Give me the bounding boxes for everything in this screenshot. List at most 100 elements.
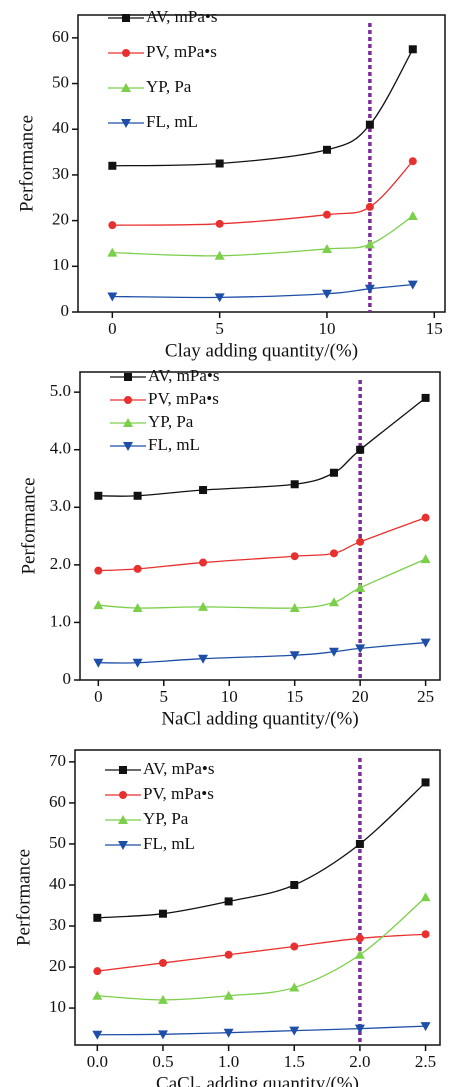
y-tick-label: 50: [49, 833, 66, 852]
y-tick-label: 20: [52, 210, 69, 229]
x-tick-label: 0.0: [87, 1052, 108, 1071]
x-tick-label: 15: [286, 687, 303, 706]
legend-label: PV, mPa•s: [148, 389, 219, 408]
plot-frame: [79, 371, 441, 681]
marker: [132, 658, 143, 668]
marker: [407, 211, 418, 221]
marker: [223, 990, 234, 1000]
legend-label: AV, mPa•s: [148, 366, 219, 385]
x-tick-label: 0: [94, 687, 103, 706]
x-tick-label: 1.0: [218, 1052, 239, 1071]
legend-marker: [118, 815, 128, 824]
series-line: [112, 48, 414, 167]
legend-marker: [124, 373, 132, 381]
marker: [157, 1030, 168, 1040]
marker: [355, 839, 364, 848]
marker: [214, 250, 225, 260]
legend-marker: [123, 418, 133, 427]
marker: [224, 897, 233, 906]
marker: [289, 651, 300, 661]
x-tick-label: 2.0: [349, 1052, 370, 1071]
series-line: [97, 1025, 426, 1036]
marker: [108, 161, 117, 170]
marker: [290, 942, 299, 951]
marker: [289, 603, 300, 613]
marker: [214, 293, 225, 303]
marker: [94, 566, 103, 575]
legend-label: FL, mL: [143, 834, 195, 853]
marker: [289, 982, 300, 992]
series-line: [112, 215, 414, 257]
y-tick-label: 5.0: [50, 381, 71, 400]
marker: [290, 552, 299, 561]
marker: [420, 554, 431, 564]
y-tick-label: 1.0: [50, 611, 71, 630]
series-line: [97, 933, 426, 972]
x-tick-label: 10: [221, 687, 238, 706]
x-tick-label: 5: [160, 687, 169, 706]
marker: [365, 202, 374, 211]
y-tick-label: 60: [49, 792, 66, 811]
y-tick-label: 60: [52, 27, 69, 46]
legend-marker: [121, 119, 131, 128]
marker: [158, 958, 167, 967]
x-tick-label: 1.5: [284, 1052, 305, 1071]
series-line: [112, 283, 413, 299]
y-tick-label: 10: [52, 255, 69, 274]
x-tick-label: 5: [215, 319, 224, 338]
marker: [108, 221, 117, 230]
legend-label: FL, mL: [148, 435, 200, 454]
x-tick-label: 15: [426, 319, 443, 338]
marker: [93, 600, 104, 610]
marker: [133, 564, 142, 573]
marker: [290, 480, 299, 489]
marker: [354, 949, 365, 959]
marker: [364, 239, 375, 249]
marker: [408, 157, 417, 166]
y-tick-label: 0: [61, 301, 70, 320]
marker: [328, 597, 339, 607]
marker: [421, 930, 430, 939]
marker: [92, 1030, 103, 1040]
y-tick-label: 20: [49, 956, 66, 975]
y-tick-label: 3.0: [50, 496, 71, 515]
marker: [290, 880, 299, 889]
series-line: [98, 558, 426, 609]
y-tick-label: 70: [49, 751, 66, 770]
x-axis-label: NaCl adding quantity/(%): [161, 708, 358, 729]
marker: [199, 558, 208, 567]
marker: [215, 219, 224, 228]
marker: [407, 280, 418, 290]
series-line: [112, 160, 414, 226]
y-tick-label: 40: [49, 874, 66, 893]
x-tick-label: 20: [352, 687, 369, 706]
y-axis-label: Performance: [16, 115, 37, 212]
legend-marker: [121, 83, 131, 92]
marker: [133, 491, 142, 500]
x-tick-label: 10: [318, 319, 335, 338]
y-tick-label: 40: [52, 118, 69, 137]
legend-marker: [118, 841, 128, 850]
marker: [408, 45, 417, 54]
legend-label: PV, mPa•s: [146, 42, 217, 61]
marker: [94, 491, 103, 500]
marker: [223, 1028, 234, 1038]
x-axis-label: CaCl₂ adding quantity/(%): [156, 1073, 359, 1087]
series-line: [97, 896, 426, 1001]
marker: [420, 1022, 431, 1032]
y-tick-label: 10: [49, 997, 66, 1016]
legend-label: PV, mPa•s: [143, 784, 214, 803]
marker: [289, 1026, 300, 1036]
marker: [356, 537, 365, 546]
series-line: [97, 781, 427, 919]
marker: [157, 994, 168, 1004]
marker: [365, 120, 374, 129]
marker: [322, 210, 331, 219]
marker: [421, 513, 430, 522]
plot-frame: [74, 749, 441, 1046]
legend-label: AV, mPa•s: [146, 7, 217, 26]
marker: [421, 778, 430, 787]
marker: [199, 486, 208, 495]
